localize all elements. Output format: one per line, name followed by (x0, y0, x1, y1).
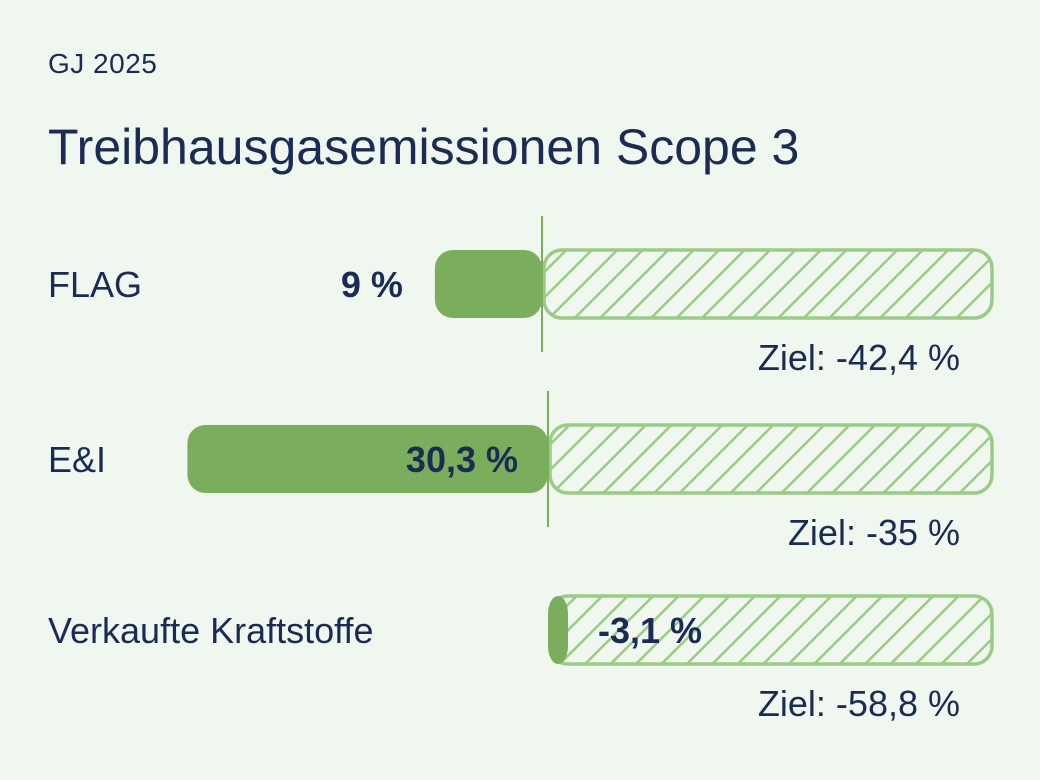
actual-bar-flag (434, 250, 542, 318)
chart-title: Treibhausgasemissionen Scope 3 (48, 119, 800, 175)
target-label-kraftstoffe: Ziel: -58,8 % (758, 683, 960, 724)
value-label-ei: 30,3 % (406, 439, 518, 480)
value-label-kraftstoffe: -3,1 % (598, 610, 702, 651)
target-label-ei: Ziel: -35 % (788, 512, 960, 553)
value-label-flag: 9 % (341, 264, 403, 305)
target-bar-ei (548, 423, 994, 495)
fiscal-year-label: GJ 2025 (48, 48, 158, 79)
actual-bar-ei (187, 425, 548, 493)
category-label-kraftstoffe: Verkaufte Kraftstoffe (48, 610, 374, 651)
target-label-flag: Ziel: -42,4 % (758, 337, 960, 378)
target-bar-flag (542, 248, 994, 320)
category-label-flag: FLAG (48, 264, 142, 305)
category-label-ei: E&I (48, 439, 106, 480)
actual-bar-kraftstoffe (548, 596, 568, 664)
